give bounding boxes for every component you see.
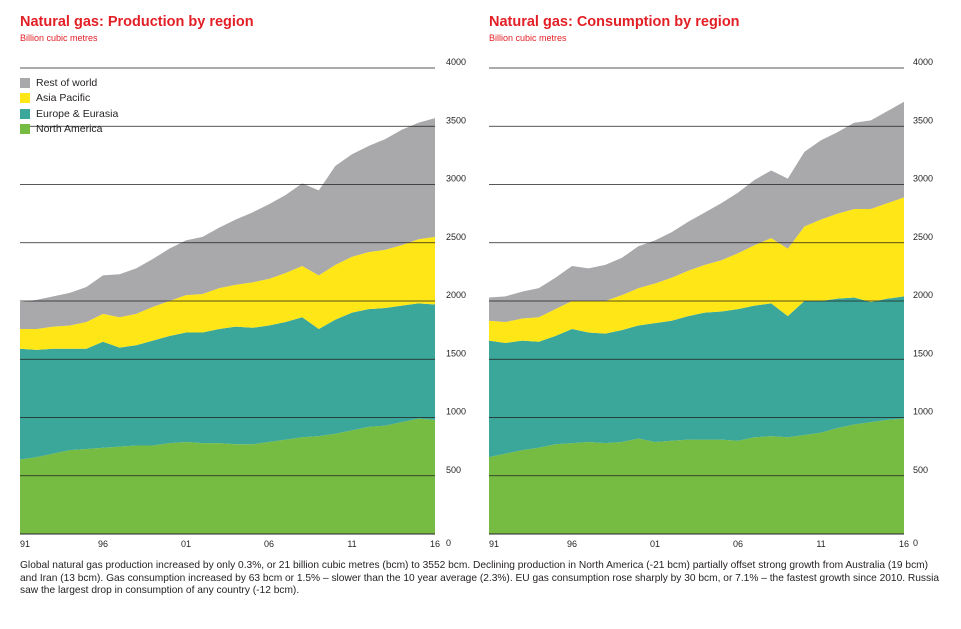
legend-swatch-north-america bbox=[20, 124, 30, 135]
production-area-europe-eurasia bbox=[20, 303, 435, 460]
legend-item-asia-pacific: Asia Pacific bbox=[20, 91, 118, 107]
consumption-x-tick-label: 91 bbox=[489, 539, 499, 549]
legend-label-north-america: North America bbox=[36, 123, 103, 136]
consumption-x-tick-label: 96 bbox=[567, 539, 577, 549]
caption-text: Global natural gas production increased … bbox=[20, 560, 940, 597]
consumption-chart-title: Natural gas: Consumption by region bbox=[489, 14, 740, 30]
production-y-tick-label: 2500 bbox=[446, 232, 466, 242]
production-y-tick-label: 500 bbox=[446, 465, 461, 475]
production-chart-subtitle: Billion cubic metres bbox=[20, 33, 98, 43]
production-y-tick-label: 2000 bbox=[446, 290, 466, 300]
consumption-y-tick-label: 1500 bbox=[913, 348, 933, 358]
consumption-y-tick-label: 0 bbox=[913, 538, 918, 548]
production-x-tick-label: 91 bbox=[20, 539, 30, 549]
consumption-area-rest-of-world bbox=[489, 101, 904, 322]
consumption-y-tick-label: 500 bbox=[913, 465, 928, 475]
production-area-asia-pacific bbox=[20, 236, 435, 350]
consumption-y-tick-label: 2000 bbox=[913, 290, 933, 300]
production-y-tick-label: 0 bbox=[446, 538, 451, 548]
production-y-tick-label: 3500 bbox=[446, 115, 466, 125]
consumption-x-tick-label: 01 bbox=[650, 539, 660, 549]
consumption-x-tick-label: 06 bbox=[733, 539, 743, 549]
production-y-tick-label: 1500 bbox=[446, 348, 466, 358]
consumption-y-tick-label: 4000 bbox=[913, 57, 933, 67]
legend-item-north-america: North America bbox=[20, 122, 118, 138]
production-x-tick-label: 16 bbox=[430, 539, 440, 549]
production-y-tick-label: 4000 bbox=[446, 57, 466, 67]
production-x-tick-label: 01 bbox=[181, 539, 191, 549]
consumption-x-tick-label: 16 bbox=[899, 539, 909, 549]
production-y-tick-label: 1000 bbox=[446, 407, 466, 417]
consumption-y-tick-label: 3000 bbox=[913, 174, 933, 184]
production-x-tick-label: 11 bbox=[347, 539, 356, 549]
legend-label-rest-of-world: Rest of world bbox=[36, 76, 98, 89]
consumption-area-asia-pacific bbox=[489, 197, 904, 343]
production-x-tick-label: 96 bbox=[98, 539, 108, 549]
production-legend: Rest of world Asia Pacific Europe & Eura… bbox=[20, 75, 118, 137]
legend-label-asia-pacific: Asia Pacific bbox=[36, 92, 91, 105]
legend-swatch-asia-pacific bbox=[20, 93, 30, 104]
consumption-chart: 0 500 1000 1500 2000 2500 3000 3500 4000 91 96 01 06… bbox=[489, 57, 933, 549]
legend-swatch-europe-eurasia bbox=[20, 108, 30, 119]
consumption-y-tick-label: 1000 bbox=[913, 407, 933, 417]
production-chart: 0 500 1000 1500 2000 2500 3000 3500 4000 91 96 01 06… bbox=[20, 57, 466, 549]
legend-item-rest-of-world: Rest of world bbox=[20, 75, 118, 91]
consumption-y-tick-label: 3500 bbox=[913, 115, 933, 125]
consumption-y-tick-label: 2500 bbox=[913, 232, 933, 242]
production-area-rest-of-world bbox=[20, 118, 435, 329]
production-chart-title: Natural gas: Production by region bbox=[20, 14, 254, 30]
consumption-x-tick-label: 11 bbox=[816, 539, 825, 549]
production-y-tick-label: 3000 bbox=[446, 174, 466, 184]
legend-label-europe-eurasia: Europe & Eurasia bbox=[36, 107, 119, 120]
consumption-chart-subtitle: Billion cubic metres bbox=[489, 33, 567, 43]
consumption-area-north-america bbox=[489, 418, 904, 534]
legend-item-europe-eurasia: Europe & Eurasia bbox=[20, 106, 118, 122]
production-x-tick-label: 06 bbox=[264, 539, 274, 549]
legend-swatch-rest-of-world bbox=[20, 77, 30, 88]
consumption-area-europe-eurasia bbox=[489, 296, 904, 458]
production-area-north-america bbox=[20, 418, 435, 534]
